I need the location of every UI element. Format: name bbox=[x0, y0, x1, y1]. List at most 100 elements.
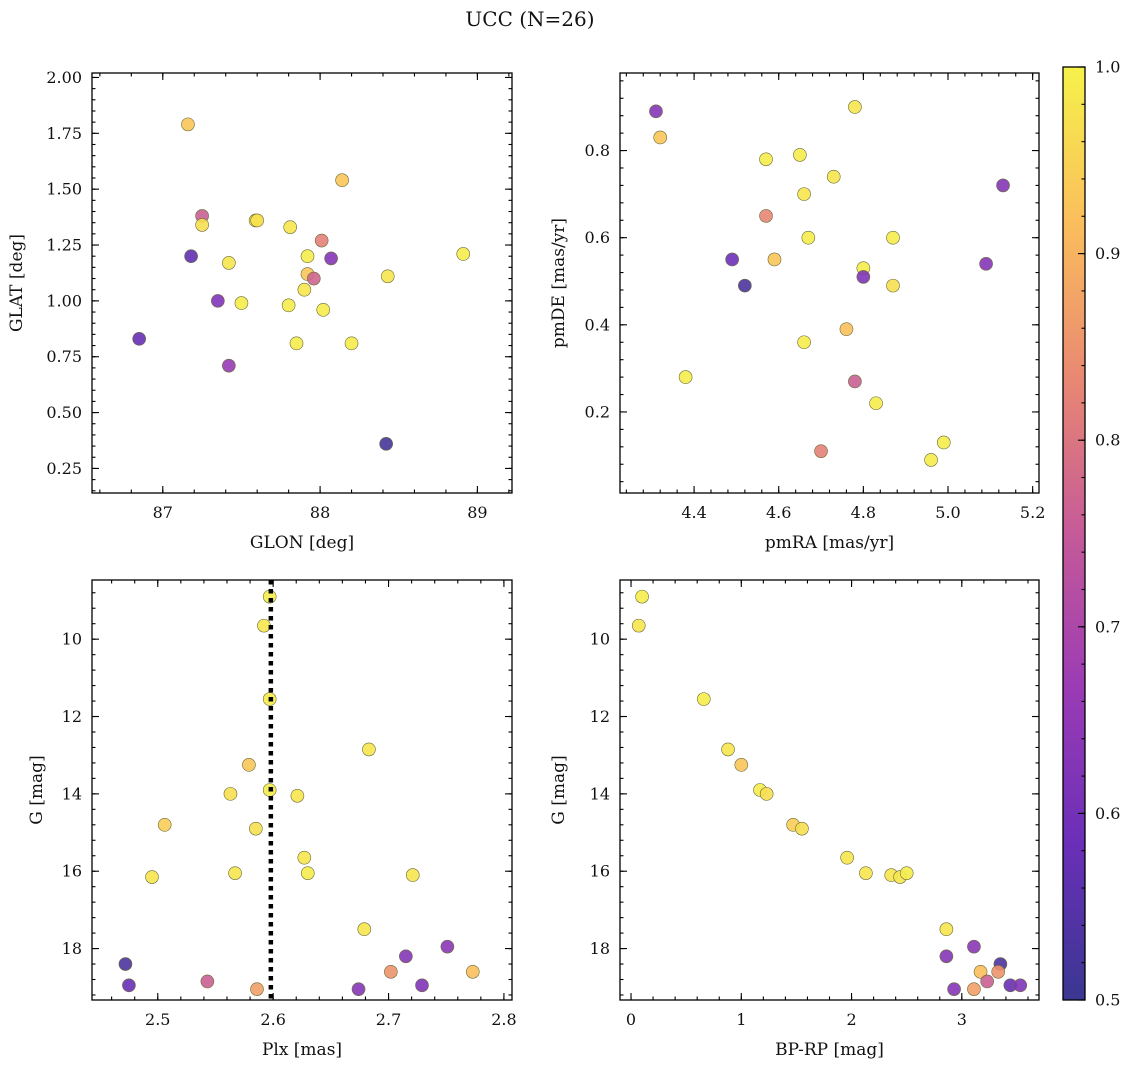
x-tick-label: 4.6 bbox=[766, 503, 791, 522]
scatter-point bbox=[767, 252, 782, 267]
data-layer bbox=[649, 100, 1010, 467]
y-tick-label: 18 bbox=[590, 939, 610, 958]
x-tick-label: 88 bbox=[310, 503, 330, 522]
scatter-point bbox=[223, 787, 238, 801]
scatter-point bbox=[145, 870, 159, 884]
scatter-point bbox=[721, 742, 735, 757]
scatter-point bbox=[314, 233, 329, 248]
scatter-point bbox=[653, 130, 668, 145]
scatter-point bbox=[297, 282, 312, 297]
scatter-point bbox=[297, 850, 312, 865]
data-layer bbox=[118, 580, 480, 1000]
scatter-point bbox=[936, 435, 951, 450]
scatter-panels: 87 88 89 0.25 0.50 0.75 1.00 1.25 1.50 1.75 2.00 GL… bbox=[7, 68, 1045, 1060]
panel-glon-glat: 87 88 89 0.25 0.50 0.75 1.00 1.25 1.50 1.75 2.00 GL… bbox=[7, 68, 513, 553]
scatter-point bbox=[797, 187, 811, 201]
scatter-point bbox=[380, 269, 395, 284]
scatter-point bbox=[839, 322, 854, 336]
scatter-point bbox=[157, 818, 172, 832]
scatter-point bbox=[257, 618, 271, 633]
scatter-point bbox=[759, 152, 773, 167]
scatter-point bbox=[290, 789, 305, 803]
y-tick-label: 12 bbox=[590, 707, 610, 726]
x-tick-label: 2.5 bbox=[145, 1010, 170, 1029]
scatter-point bbox=[249, 821, 263, 836]
x-tick-label: 89 bbox=[467, 503, 487, 522]
axes-frame bbox=[91, 72, 513, 494]
y-axis-label: G [mag] bbox=[27, 755, 47, 824]
x-axis-label: Plx [mas] bbox=[262, 1040, 342, 1060]
y-tick-label: 0.50 bbox=[46, 403, 82, 422]
scatter-point bbox=[856, 270, 871, 284]
y-tick-label: 1.75 bbox=[46, 124, 82, 143]
scatter-point bbox=[250, 213, 264, 228]
axes-frame bbox=[619, 72, 1040, 494]
scatter-point bbox=[967, 939, 981, 954]
data-layer bbox=[631, 589, 1028, 996]
colorbar-tick-label: 1.0 bbox=[1095, 58, 1120, 77]
y-tick-label: 0.8 bbox=[585, 141, 610, 160]
scatter-point bbox=[184, 249, 198, 263]
y-axis-label: G [mag] bbox=[549, 755, 569, 824]
scatter-point bbox=[886, 278, 900, 293]
scatter-point bbox=[300, 866, 315, 880]
panel-pmra-pmde: 4.4 4.6 4.8 5.0 5.2 0.2 0.4 0.6 0.8 pmRA [mas/yr]… bbox=[549, 72, 1045, 553]
scatter-point bbox=[939, 949, 954, 964]
x-tick-label: 87 bbox=[153, 503, 173, 522]
y-tick-label: 1.00 bbox=[46, 291, 82, 310]
scatter-point bbox=[324, 251, 338, 266]
x-axis-label: pmRA [mas/yr] bbox=[765, 533, 894, 553]
axes-frame bbox=[619, 579, 1040, 1001]
colorbar-tick-label: 0.8 bbox=[1095, 431, 1120, 450]
scatter-point bbox=[859, 866, 873, 880]
scatter-point bbox=[649, 104, 663, 119]
scatter-point bbox=[344, 336, 359, 351]
x-tick-label: 2 bbox=[846, 1010, 856, 1029]
scatter-point bbox=[242, 758, 256, 772]
scatter-point bbox=[869, 396, 883, 411]
y-tick-label: 0.2 bbox=[585, 402, 610, 421]
colorbar-tick-label: 0.5 bbox=[1095, 991, 1120, 1010]
scatter-point bbox=[456, 247, 471, 261]
scatter-point bbox=[362, 742, 376, 757]
y-axis-label: pmDE [mas/yr] bbox=[549, 218, 569, 348]
scatter-point bbox=[635, 589, 649, 604]
y-tick-label: 0.6 bbox=[585, 228, 610, 247]
scatter-point bbox=[759, 787, 774, 801]
scatter-point bbox=[283, 220, 298, 234]
scatter-point bbox=[300, 249, 315, 263]
scatter-point bbox=[967, 982, 981, 996]
scatter-point bbox=[826, 169, 841, 184]
scatter-point bbox=[814, 444, 828, 458]
x-tick-label: 3 bbox=[957, 1010, 967, 1029]
scatter-point bbox=[250, 982, 264, 996]
scatter-point bbox=[631, 618, 646, 633]
x-tick-label: 2.8 bbox=[491, 1010, 516, 1029]
scatter-point bbox=[991, 964, 1006, 979]
x-tick-label: 4.4 bbox=[681, 503, 706, 522]
data-layer bbox=[132, 117, 471, 451]
scatter-point bbox=[947, 982, 961, 996]
scatter-point bbox=[979, 257, 993, 271]
scatter-point bbox=[924, 453, 938, 467]
y-tick-label: 10 bbox=[62, 630, 82, 649]
scatter-point bbox=[281, 298, 296, 313]
scatter-point bbox=[678, 370, 693, 384]
x-tick-label: 2.6 bbox=[260, 1010, 285, 1029]
scatter-point bbox=[335, 173, 349, 188]
scatter-point bbox=[886, 230, 900, 245]
scatter-point bbox=[734, 758, 749, 772]
scatter-point bbox=[840, 850, 854, 865]
x-axis-label: GLON [deg] bbox=[250, 533, 354, 553]
scatter-point bbox=[848, 374, 862, 389]
y-tick-label: 0.75 bbox=[46, 347, 82, 366]
y-tick-label: 14 bbox=[62, 784, 82, 803]
x-tick-label: 0 bbox=[626, 1010, 636, 1029]
scatter-point bbox=[306, 271, 321, 286]
scatter-point bbox=[289, 336, 304, 351]
colorbar-tick-label: 0.7 bbox=[1095, 617, 1120, 636]
scatter-point bbox=[899, 866, 914, 880]
y-tick-label: 2.00 bbox=[46, 68, 82, 87]
axes-frame bbox=[91, 579, 513, 1001]
